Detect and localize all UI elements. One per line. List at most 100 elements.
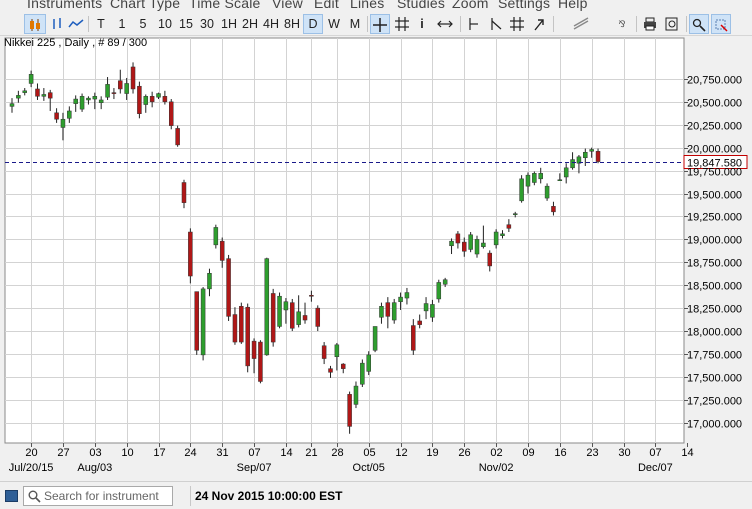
arrow-tool[interactable] <box>529 14 549 34</box>
candle <box>92 92 98 110</box>
crosshair-tool-button[interactable] <box>370 14 390 34</box>
menu-bar: Instruments Chart Type Time Scale View E… <box>0 0 752 12</box>
toolbar-separator <box>88 16 89 32</box>
y-tick-label: 17,000.000 <box>687 419 742 431</box>
y-tick-label: 17,500.000 <box>687 373 742 385</box>
timeframe-15m[interactable]: 15 <box>179 17 193 31</box>
candle <box>283 298 289 324</box>
grid-toggle-button[interactable] <box>392 14 412 34</box>
zoom-box-button[interactable] <box>662 14 682 34</box>
line-chart-button[interactable] <box>66 14 86 34</box>
cursor-select-button[interactable] <box>689 14 709 34</box>
menu-edit[interactable]: Edit <box>314 0 339 11</box>
candle <box>73 95 78 112</box>
vertical-gridlines <box>31 38 656 443</box>
menu-zoom[interactable]: Zoom <box>452 0 489 11</box>
delete-all-button[interactable]: ⅋ <box>612 14 632 34</box>
timeframe-10m[interactable]: 10 <box>158 17 172 31</box>
candle-body-up <box>105 84 110 98</box>
last-price-label: 19,847.580 <box>687 158 742 170</box>
instrument-search[interactable] <box>23 486 173 506</box>
candle-body-up <box>379 306 384 318</box>
timeframe-4h[interactable]: 4H <box>263 17 279 31</box>
candle-body-down <box>455 233 461 244</box>
timeframe-1h[interactable]: 1H <box>221 17 237 31</box>
chart-area[interactable]: 19,847.580 17,000.000 17,250.000 17,500.00… <box>0 36 752 480</box>
search-input[interactable] <box>44 488 170 504</box>
draw-lines-button[interactable] <box>570 14 592 34</box>
candle <box>474 235 480 258</box>
menu-lines[interactable]: Lines <box>350 0 385 11</box>
month-label: Aug/03 <box>77 462 112 474</box>
menu-studies[interactable]: Studies <box>397 0 446 11</box>
x-tick-label: 14 <box>681 447 693 459</box>
timeframe-weekly[interactable]: W <box>328 17 340 31</box>
candle <box>28 70 34 88</box>
fork-tool[interactable] <box>507 14 527 34</box>
timeframe-tick[interactable]: T <box>97 17 105 31</box>
cursor-select-icon <box>692 18 706 32</box>
candle <box>9 98 15 113</box>
chart-title-separator: , <box>58 37 65 49</box>
candle <box>379 302 384 324</box>
trend-line-tool[interactable] <box>485 14 505 34</box>
fit-arrows-button[interactable] <box>434 14 456 34</box>
candle-body-up <box>9 103 15 107</box>
timeframe-8h[interactable]: 8H <box>284 17 300 31</box>
candle-body-up <box>391 302 397 321</box>
candle-body-down <box>219 240 225 261</box>
candle <box>334 342 340 371</box>
timeframe-monthly[interactable]: M <box>349 17 361 31</box>
candle-body-up <box>283 301 289 311</box>
bar-chart-button[interactable] <box>48 14 66 34</box>
timeframe-daily[interactable]: D <box>303 14 323 34</box>
candle <box>417 314 422 329</box>
menu-help[interactable]: Help <box>558 0 588 11</box>
candle <box>404 287 410 305</box>
candle <box>493 229 499 249</box>
instrument-color-icon[interactable] <box>5 490 18 502</box>
pin-button[interactable] <box>711 14 731 34</box>
candle <box>360 359 365 387</box>
x-tick-label: 07 <box>248 447 260 459</box>
print-button[interactable] <box>640 14 660 34</box>
pin-icon <box>715 19 728 32</box>
menu-chart-type[interactable]: Chart Type <box>110 0 181 11</box>
candle <box>538 167 543 184</box>
month-label: Sep/07 <box>237 462 272 474</box>
time-axis[interactable]: 20 27 03 10 17 24 31 07 14 21 28 05 12 19 26 02 09 16 23 30… <box>9 443 694 474</box>
timeframe-30m[interactable]: 30 <box>200 17 214 31</box>
chart-title: Nikkei 225 , Daily , # 89 / 300 <box>4 37 147 49</box>
candle-body-down <box>411 325 416 351</box>
x-tick-label: 24 <box>184 447 196 459</box>
candle-body-up <box>372 326 378 351</box>
candle-body-up <box>557 179 563 181</box>
candle-body-up <box>436 282 442 300</box>
timeframe-2h[interactable]: 2H <box>242 17 258 31</box>
vertical-line-tool[interactable] <box>463 14 483 34</box>
candle-body-down <box>54 112 59 120</box>
candle <box>41 88 47 101</box>
y-tick-label: 17,750.000 <box>687 350 742 362</box>
x-tick-label: 02 <box>490 447 502 459</box>
timeframe-5m[interactable]: 5 <box>139 17 147 31</box>
timeframe-1m[interactable]: 1 <box>118 17 126 31</box>
status-divider <box>190 486 191 506</box>
menu-time-scale[interactable]: Time Scale <box>189 0 261 11</box>
candle-body-up <box>532 173 537 183</box>
candle <box>589 147 594 158</box>
y-tick-label: 17,250.000 <box>687 396 742 408</box>
y-tick-label: 19,250.000 <box>687 212 742 224</box>
candle-body-up <box>60 118 66 128</box>
price-axis[interactable]: 17,000.000 17,250.000 17,500.000 17,750.000… <box>684 75 742 431</box>
candle-body-down <box>290 302 295 329</box>
month-label: Jul/20/15 <box>9 462 54 474</box>
menu-settings[interactable]: Settings <box>498 0 551 11</box>
info-button[interactable]: i <box>414 14 430 34</box>
candle <box>149 91 155 108</box>
menu-view[interactable]: View <box>272 0 303 11</box>
price-chart[interactable]: 19,847.580 17,000.000 17,250.000 17,500.00… <box>0 36 752 480</box>
candlestick-chart-button[interactable] <box>24 14 46 34</box>
menu-instruments[interactable]: Instruments <box>27 0 103 11</box>
candle-body-down <box>315 307 321 327</box>
